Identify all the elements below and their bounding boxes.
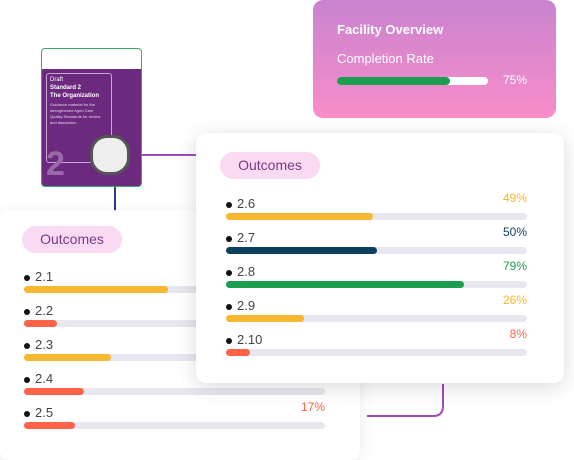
item-label: 2.8 <box>226 264 255 279</box>
bar-fill <box>24 422 76 429</box>
item-label: 2.9 <box>226 298 255 313</box>
outcomes-panel: Outcomes 2.6 49% 2.7 50% 2.8 79% 2.9 26% 2.10 8% <box>196 133 564 383</box>
value-label: 8% <box>509 327 527 341</box>
bar-fill <box>226 315 305 322</box>
bar-fill <box>226 213 374 220</box>
bar-track <box>226 213 527 220</box>
bar-fill <box>226 247 377 254</box>
value-label: 17% <box>300 400 325 414</box>
bar-track <box>226 315 527 322</box>
progress-value: 75% <box>503 73 528 87</box>
item-label: 2.2 <box>24 303 53 318</box>
item-label: 2.6 <box>226 196 255 211</box>
bar-fill <box>24 388 85 395</box>
bar-track <box>24 320 325 327</box>
bar-fill <box>24 320 58 327</box>
bar-track <box>226 247 527 254</box>
item-label: 2.3 <box>24 337 53 352</box>
item-label: 2.4 <box>24 371 53 386</box>
item-label: 2.5 <box>24 405 53 420</box>
bar-track <box>226 281 527 288</box>
bar-fill <box>24 354 112 361</box>
section-pill: Outcomes <box>22 226 122 253</box>
doc-title: Standard 2 <box>50 85 82 91</box>
doc-subtitle: The Organization <box>50 93 100 99</box>
item-label: 2.1 <box>24 269 53 284</box>
section-pill: Outcomes <box>220 152 320 179</box>
progress-fill <box>337 77 451 85</box>
value-label: 50% <box>502 225 527 239</box>
bar-fill <box>24 286 169 293</box>
bar-track <box>24 422 325 429</box>
doc-status: Draft <box>50 77 64 83</box>
bar-fill <box>226 281 464 288</box>
document-thumbnail: Draft Standard 2 The Organization Guidan… <box>41 48 142 187</box>
item-label: 2.10 <box>226 332 262 347</box>
value-label: 49% <box>502 191 527 205</box>
metric-label: Completion Rate <box>337 51 434 66</box>
progress-track <box>337 77 488 85</box>
doc-description: Guidance material for the strengthened A… <box>50 102 101 125</box>
facility-card: Facility Overview Completion Rate 75% <box>313 0 556 118</box>
bar-track <box>24 286 325 293</box>
bar-track <box>24 354 325 361</box>
value-label: 79% <box>502 259 527 273</box>
bar-track <box>226 349 527 356</box>
bar-track <box>24 388 325 395</box>
doc-number: 2 <box>46 145 65 183</box>
value-label: 26% <box>502 293 527 307</box>
bar-fill <box>226 349 251 356</box>
item-label: 2.7 <box>226 230 255 245</box>
card-title: Facility Overview <box>337 22 444 37</box>
